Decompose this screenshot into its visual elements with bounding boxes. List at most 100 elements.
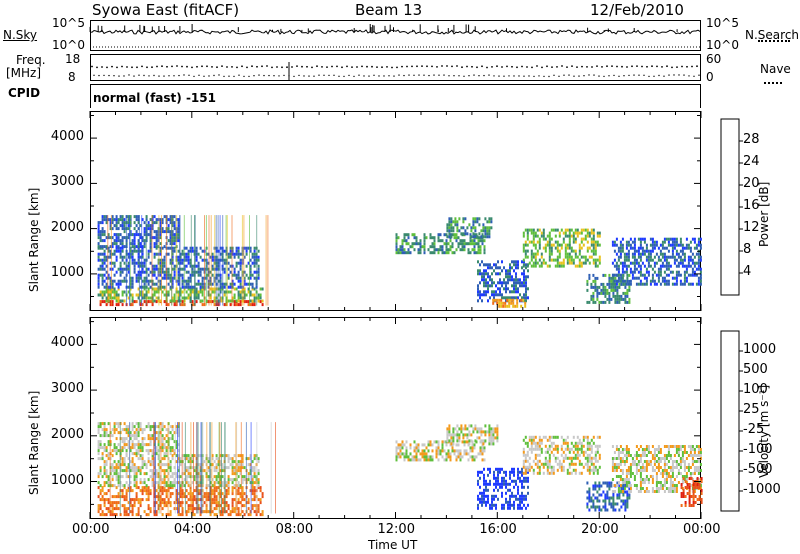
heat-cell	[470, 424, 473, 428]
heat-cell	[681, 258, 684, 262]
heat-cell	[131, 452, 134, 456]
heat-cell	[481, 452, 484, 456]
heat-cell	[679, 273, 682, 277]
heat-cell	[499, 293, 501, 297]
heat-cell	[215, 463, 218, 467]
heat-cell	[119, 261, 122, 265]
heat-cell	[629, 243, 632, 247]
heat-cell	[101, 300, 104, 304]
heat-cell	[231, 472, 234, 476]
heat-cell	[107, 440, 110, 444]
y-tick-label: 3000	[50, 174, 84, 190]
heat-cell	[133, 478, 136, 482]
heat-cell	[211, 287, 214, 291]
heat-cell	[405, 440, 408, 444]
heat-cell	[101, 227, 104, 231]
heat-cell	[495, 284, 497, 288]
heat-cell	[556, 468, 559, 472]
heat-cell	[580, 447, 583, 451]
heat-cell	[675, 240, 678, 244]
heat-cell	[552, 228, 555, 232]
heat-cell	[237, 481, 240, 485]
heat-cell	[631, 246, 634, 250]
heat-cell	[578, 258, 581, 262]
heat-cell	[131, 293, 134, 297]
heat-cell	[415, 236, 418, 240]
freq-point	[541, 66, 543, 69]
heat-cell	[221, 507, 224, 511]
heat-cell	[197, 279, 200, 283]
heat-cell	[131, 457, 134, 461]
heat-cell	[619, 246, 622, 250]
heat-cell	[612, 294, 615, 298]
heat-cell	[507, 269, 509, 273]
freq-point	[196, 65, 198, 68]
heat-cell	[149, 475, 152, 479]
heat-cell	[227, 273, 230, 277]
heat-cell	[137, 425, 140, 429]
heat-cell	[117, 267, 120, 271]
heat-cell	[147, 224, 150, 228]
heat-cell	[562, 450, 565, 454]
heat-cell	[665, 246, 668, 250]
heat-cell	[443, 449, 446, 453]
heat-cell	[542, 234, 545, 238]
heat-cell	[105, 258, 108, 262]
heat-cell	[685, 243, 688, 247]
heat-cell	[159, 242, 162, 246]
heat-cell	[486, 232, 489, 236]
heat-cell	[159, 227, 162, 231]
heat-cell	[177, 460, 180, 464]
heat-cell	[189, 296, 192, 300]
heat-cell	[477, 479, 479, 483]
heat-cell	[463, 239, 466, 243]
heat-cell	[538, 240, 541, 244]
heat-cell	[544, 237, 547, 241]
heat-cell	[133, 452, 136, 456]
heat-cell	[169, 481, 172, 485]
heat-cell	[524, 468, 527, 472]
heat-cell	[511, 503, 513, 507]
heat-cell	[213, 495, 216, 499]
heat-cell	[517, 476, 519, 480]
heat-cell	[137, 452, 140, 456]
heat-cell	[227, 457, 230, 461]
heat-cell	[691, 267, 694, 271]
heat-cell	[149, 510, 152, 514]
heat-cell	[151, 267, 154, 271]
heat-cell	[147, 457, 150, 461]
heat-cell	[558, 234, 561, 238]
heat-cell	[147, 249, 150, 253]
heat-cell	[633, 246, 636, 250]
heat-cell	[513, 479, 515, 483]
heat-cell	[497, 476, 499, 480]
heat-cell	[141, 443, 144, 447]
freq-point	[391, 66, 393, 69]
heat-cell	[167, 440, 170, 444]
heat-cell	[452, 439, 455, 443]
heat-cell	[123, 236, 126, 240]
heat-cell	[598, 261, 601, 265]
heat-cell	[663, 237, 666, 241]
heat-cell	[522, 234, 525, 238]
heat-cell	[548, 249, 551, 253]
heat-cell	[243, 296, 246, 300]
heat-cell	[133, 466, 136, 470]
heat-cell	[99, 422, 102, 426]
heat-cell	[415, 455, 418, 459]
freq-point	[571, 65, 573, 67]
heat-cell	[456, 220, 459, 224]
heat-cell	[483, 467, 485, 471]
heat-cell	[119, 224, 122, 228]
heat-cell	[239, 484, 242, 488]
heat-cell	[598, 487, 601, 491]
heat-cell	[631, 252, 634, 256]
heat-cell	[103, 463, 106, 467]
heat-cell	[467, 452, 470, 456]
heat-cell	[556, 255, 559, 259]
heat-cell	[509, 506, 511, 510]
heat-cell	[161, 437, 164, 441]
heat-cell	[233, 498, 236, 502]
heat-cell	[626, 288, 629, 292]
heat-cell	[468, 223, 471, 227]
